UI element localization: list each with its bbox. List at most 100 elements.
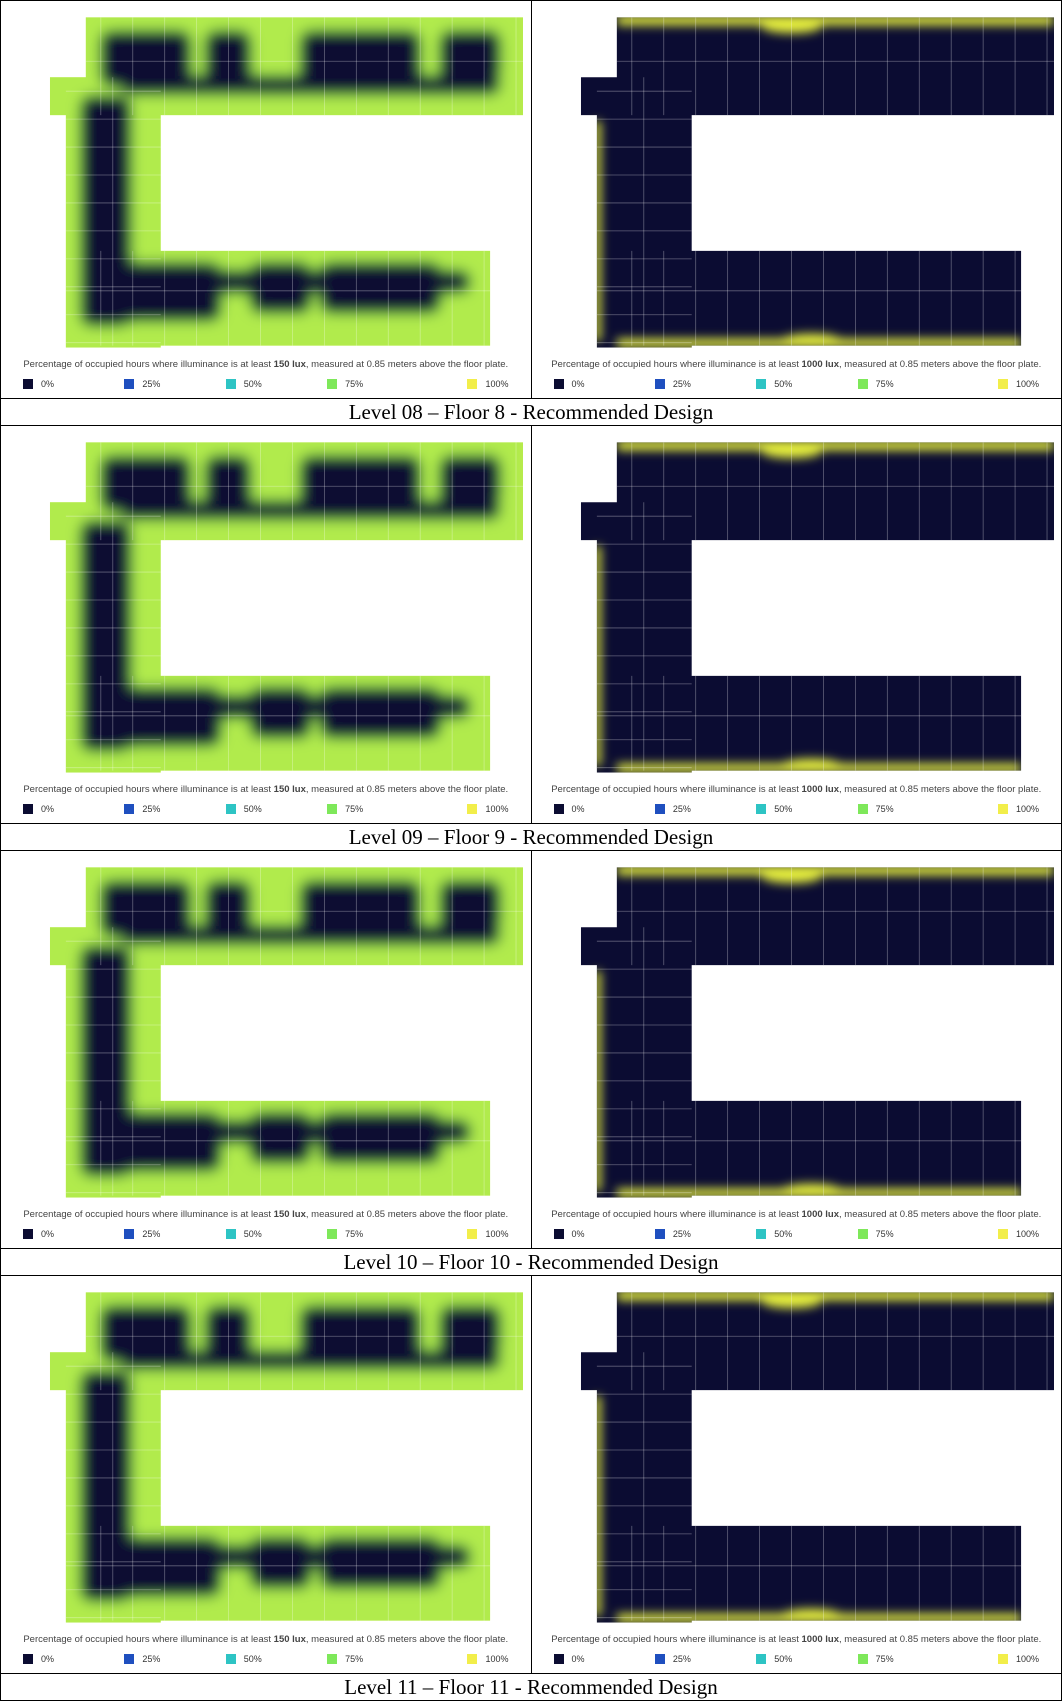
- legend-label: 25%: [673, 379, 691, 389]
- legend-swatch: [756, 1229, 766, 1239]
- panel: Percentage of occupied hours where illum…: [1, 426, 532, 824]
- legend-label: 0%: [41, 1229, 54, 1239]
- legend-label: 0%: [41, 379, 54, 389]
- legend-item: 50%: [756, 1229, 836, 1239]
- floor-plan-image: [1, 1276, 531, 1632]
- results-table: Percentage of occupied hours where illum…: [0, 0, 1062, 1701]
- legend: 0% 25% 50% 75% 100%: [532, 804, 1062, 814]
- floor-plan-image: [532, 426, 1062, 782]
- legend-label: 50%: [244, 804, 262, 814]
- note: Percentage of occupied hours where illum…: [1, 1209, 531, 1220]
- note-text: , measured at 0.85 meters above the floo…: [306, 1209, 508, 1220]
- heat: [1, 1, 531, 357]
- legend: 0%25%50%75%100%: [532, 379, 1062, 389]
- note-bold: 1000 lux: [802, 784, 840, 795]
- legend-item: 25%: [124, 1654, 204, 1664]
- legend-item: 100%: [429, 1654, 509, 1664]
- legend-swatch: [467, 379, 477, 389]
- legend-label: 75%: [876, 804, 894, 814]
- legend-label: 0%: [41, 804, 54, 814]
- legend-swatch: [327, 804, 337, 814]
- dark-zone: [440, 881, 500, 931]
- legend-label: 50%: [774, 1229, 792, 1239]
- legend-swatch: [756, 379, 766, 389]
- note: Percentage of occupied hours where illum…: [532, 784, 1062, 795]
- dark-zone: [121, 76, 500, 94]
- base: [532, 1, 1062, 357]
- heat: [1, 426, 531, 782]
- note: Percentage of occupied hours where illum…: [532, 1634, 1062, 1645]
- bright-zone: [781, 1609, 841, 1623]
- legend: 0%25%50%75%100%: [1, 1229, 531, 1239]
- legend-item: 75%: [858, 804, 938, 814]
- legend-swatch: [467, 804, 477, 814]
- panel: Percentage of occupied hours where illum…: [1, 1276, 532, 1674]
- floor-plan: [532, 851, 1062, 1207]
- panel: Percentage of occupied hours where illum…: [531, 851, 1062, 1249]
- legend-item: 75%: [858, 1654, 938, 1664]
- caption-row: Level 10 – Floor 10 - Recommended Design: [1, 1249, 1062, 1276]
- legend-item: 0%: [554, 1229, 634, 1239]
- legend: 0%25%50%75%100%: [1, 1654, 531, 1664]
- note-bold: 1000 lux: [802, 1634, 840, 1645]
- floor-plan-image: [1, 1, 531, 357]
- legend-label: 0%: [572, 804, 585, 814]
- legend-label: 50%: [774, 804, 792, 814]
- caption-row: Level 08 – Floor 8 - Recommended Design: [1, 399, 1062, 426]
- bright-zone: [616, 440, 1053, 450]
- legend-label: 25%: [673, 1229, 691, 1239]
- legend-label: 100%: [485, 1654, 508, 1664]
- legend-label: 100%: [485, 804, 508, 814]
- legend-swatch: [554, 804, 564, 814]
- floor-plan: [532, 1, 1062, 357]
- legend-label: 25%: [142, 804, 160, 814]
- caption: Level 08 – Floor 8 - Recommended Design: [1, 399, 1062, 426]
- floor-plan: [1, 851, 531, 1207]
- note: Percentage of occupied hours where illum…: [532, 1209, 1062, 1220]
- legend-swatch: [226, 379, 236, 389]
- note-text: , measured at 0.85 meters above the floo…: [839, 1634, 1041, 1645]
- legend-item: 25%: [655, 1654, 735, 1664]
- legend-swatch: [858, 1229, 868, 1239]
- note-text: Percentage of occupied hours where illum…: [23, 1209, 273, 1220]
- legend-item: 50%: [756, 379, 836, 389]
- caption: Level 11 – Floor 11 - Recommended Design: [1, 1674, 1062, 1701]
- legend-swatch: [998, 379, 1008, 389]
- base: [532, 1276, 1062, 1632]
- note-text: , measured at 0.85 meters above the floo…: [839, 784, 1041, 795]
- legend-label: 25%: [673, 804, 691, 814]
- floor-plan: [532, 1276, 1062, 1632]
- panel-row: Percentage of occupied hours where illum…: [1, 1, 1062, 399]
- legend-label: 0%: [572, 1229, 585, 1239]
- legend-label: 100%: [1016, 1229, 1039, 1239]
- dark-zone: [121, 926, 500, 944]
- floor-plan-image: [532, 1, 1062, 357]
- legend-item: 25%: [655, 379, 735, 389]
- note-text: Percentage of occupied hours where illum…: [551, 784, 801, 795]
- bright-zone: [781, 759, 841, 773]
- caption-row: Level 09 – Floor 9 - Recommended Design: [1, 824, 1062, 851]
- caption: Level 10 – Floor 10 - Recommended Design: [1, 1249, 1062, 1276]
- note-bold: 150 lux: [274, 359, 306, 370]
- legend: 0% 25% 50% 75% 100%: [532, 1229, 1062, 1239]
- note-text: Percentage of occupied hours where illum…: [23, 1634, 273, 1645]
- panel: Percentage of occupied hours where illum…: [531, 426, 1062, 824]
- legend-swatch: [858, 379, 868, 389]
- legend-label: 75%: [876, 1229, 894, 1239]
- legend-label: 75%: [876, 379, 894, 389]
- legend-item: 25%: [124, 379, 204, 389]
- legend-swatch: [226, 1654, 236, 1664]
- panel: Percentage of occupied hours where illum…: [1, 1, 532, 399]
- note-text: Percentage of occupied hours where illum…: [551, 359, 801, 370]
- floor-plan: [1, 1276, 531, 1632]
- note-text: , measured at 0.85 meters above the floo…: [839, 359, 1041, 370]
- legend-swatch: [756, 1654, 766, 1664]
- caption-row: Level 11 – Floor 11 - Recommended Design: [1, 1674, 1062, 1701]
- heat: [1, 851, 531, 1207]
- legend-item: 75%: [327, 1229, 407, 1239]
- bright-zone: [616, 15, 1053, 25]
- legend-swatch: [23, 1654, 33, 1664]
- legend-swatch: [655, 1229, 665, 1239]
- legend-swatch: [554, 379, 564, 389]
- legend-label: 100%: [1016, 804, 1039, 814]
